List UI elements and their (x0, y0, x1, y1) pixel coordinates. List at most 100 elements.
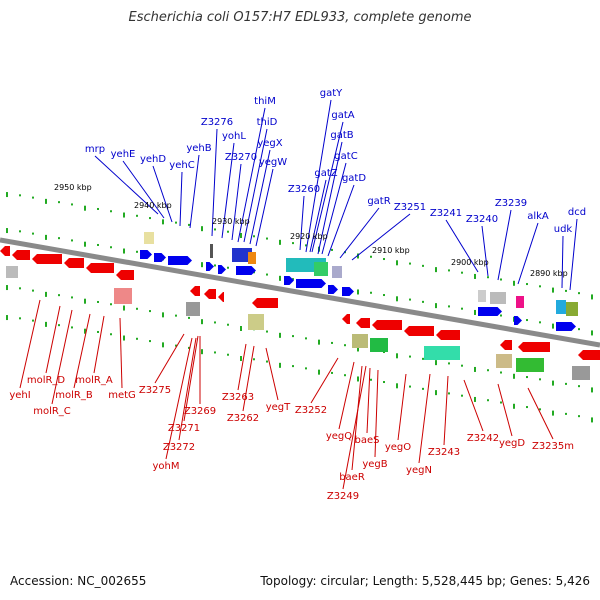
tick-mark (383, 351, 385, 354)
tick-mark (435, 360, 437, 366)
tick-mark (344, 344, 346, 347)
tick-mark (266, 360, 268, 363)
reverse-gene-label: molR_A (75, 375, 113, 386)
forward-label-leader (189, 154, 200, 229)
forward-label-leader (94, 155, 159, 215)
forward-label-leader (327, 184, 355, 257)
reverse-gene-label: Z3271 (168, 423, 200, 434)
forward-label-leader (481, 225, 489, 277)
tick-mark (214, 264, 216, 267)
reverse-gene-arrow (116, 270, 134, 280)
forward-feature-block (332, 266, 342, 278)
tick-mark (539, 321, 541, 324)
tick-mark (6, 192, 8, 198)
forward-feature-block (144, 232, 154, 244)
forward-gene-arrow (514, 316, 522, 325)
tick-mark (6, 315, 8, 321)
forward-gene-arrow (236, 266, 256, 275)
tick-mark (149, 217, 151, 220)
tick-mark (84, 298, 86, 304)
tick-mark (552, 380, 554, 386)
reverse-label-leader (342, 365, 367, 490)
forward-label-leader (152, 165, 173, 223)
tick-mark (45, 198, 47, 204)
forward-label-leader (445, 219, 479, 273)
tick-mark (461, 364, 463, 367)
tick-mark (175, 221, 177, 224)
forward-gene-arrow (206, 262, 214, 271)
tick-mark (214, 228, 216, 231)
tick-mark (162, 342, 164, 348)
tick-mark (591, 330, 593, 336)
tick-mark (409, 298, 411, 301)
tick-mark (292, 278, 294, 281)
tick-mark (188, 223, 190, 226)
reverse-label-leader (418, 373, 431, 464)
tick-mark (526, 319, 528, 322)
forward-gene-label: gatD (342, 173, 366, 184)
tick-mark (97, 207, 99, 210)
reverse-feature-block (114, 288, 132, 304)
tick-mark (97, 330, 99, 333)
forward-gene-label: Z3276 (201, 117, 233, 128)
tick-mark (32, 319, 34, 322)
tick-mark (435, 390, 437, 396)
reverse-label-leader (237, 343, 247, 391)
forward-feature-block (210, 244, 213, 258)
tick-mark (539, 378, 541, 381)
kbp-label: 2910 kbp (372, 246, 410, 255)
forward-label-leader (211, 128, 218, 237)
kbp-label: 2920 kbp (290, 232, 328, 241)
accession-text: Accession: NC_002655 (10, 574, 147, 588)
tick-mark (240, 356, 242, 361)
reverse-gene-arrow (64, 258, 84, 268)
page-title: Escherichia coli O157:H7 EDL933, complet… (128, 10, 472, 25)
reverse-label-leader (119, 317, 123, 389)
reverse-gene-label: yegT (266, 402, 291, 413)
tick-mark (214, 321, 216, 324)
tick-mark (110, 333, 112, 336)
tick-mark (357, 346, 359, 352)
reverse-label-leader (443, 375, 449, 446)
tick-mark (565, 289, 567, 292)
tick-mark (591, 417, 593, 423)
tick-mark (201, 349, 203, 355)
tick-mark (97, 243, 99, 246)
reverse-gene-arrow (436, 330, 460, 340)
reverse-gene-label: Z3243 (428, 447, 460, 458)
tick-mark (6, 228, 8, 234)
forward-label-leader (311, 121, 344, 253)
forward-gene-label: gatY (320, 88, 343, 99)
reverse-label-leader (51, 309, 73, 405)
tick-mark (227, 230, 229, 233)
reverse-gene-label: Z3252 (295, 405, 327, 416)
tick-mark (292, 365, 294, 368)
reverse-gene-label: yegO (385, 442, 411, 453)
tick-mark (331, 371, 333, 374)
forward-gene-label: thiM (254, 96, 276, 107)
reverse-gene-label: Z3235m (532, 441, 574, 452)
tick-mark (201, 262, 203, 268)
tick-mark (136, 214, 138, 217)
forward-gene-label: gatZ (314, 168, 337, 179)
reverse-label-leader (73, 313, 91, 389)
forward-label-leader (249, 149, 271, 245)
tick-mark (32, 196, 34, 199)
tick-mark (45, 234, 47, 240)
tick-mark (344, 374, 346, 377)
reverse-feature-block (370, 338, 388, 352)
tick-mark (591, 387, 593, 393)
tick-mark (474, 366, 476, 372)
tick-mark (591, 294, 593, 300)
tick-mark (32, 232, 34, 235)
tick-mark (305, 244, 307, 247)
reverse-gene-label: Z3269 (184, 406, 216, 417)
tick-mark (552, 323, 554, 329)
tick-mark (58, 201, 60, 204)
forward-gene-arrow (154, 253, 166, 262)
forward-label-leader (569, 218, 578, 291)
tick-mark (383, 381, 385, 384)
forward-gene-label: Z3251 (394, 202, 426, 213)
tick-mark (58, 237, 60, 240)
reverse-label-leader (242, 345, 255, 412)
